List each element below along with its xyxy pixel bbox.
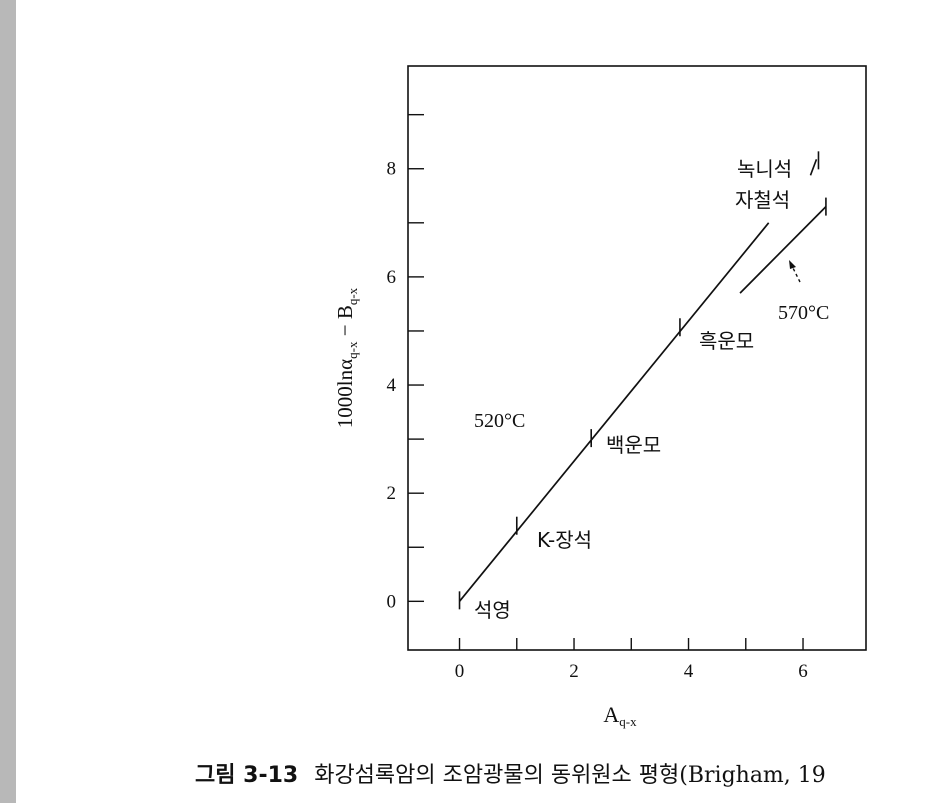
figure-number: 그림 3-13 (195, 763, 299, 788)
label-quartz: 석영 (474, 598, 511, 622)
y-tick-label: 8 (387, 159, 397, 180)
label-biotite: 흑운모 (699, 329, 754, 353)
x-tick-label: 4 (684, 661, 694, 682)
pointer-arrow-head (789, 260, 796, 269)
left-margin-bar (0, 0, 16, 803)
y-axis-label: 1000lnαq-x − Bq-x (333, 287, 360, 428)
x-tick-label: 2 (569, 661, 579, 682)
series-line-570c (739, 205, 827, 294)
y-tick-label: 0 (387, 591, 397, 612)
y-tick-label: 4 (387, 375, 397, 396)
figure-caption-text: 화강섬록암의 조암광물의 동위원소 평형(Brigham, 19 (314, 763, 826, 788)
label-k-feldspar: K-장석 (537, 528, 592, 552)
label-muscovite: 백운모 (606, 433, 661, 457)
series-line-520c (458, 222, 770, 602)
x-tick-label: 0 (455, 661, 465, 682)
plot-frame (407, 65, 867, 651)
y-tick-label: 2 (387, 483, 397, 504)
label-520c: 520°C (474, 410, 525, 432)
isotope-equilibrium-chart: 0 2 4 6 8 0 2 4 6 Aq-x 1000lnαq-x − Bq-x 석영 K-장석 백운모 흑… (333, 65, 867, 729)
label-magnetite: 자철석 (735, 188, 790, 212)
figure-caption: 그림 3-13 화강섬록암의 조암광물의 동위원소 평형(Brigham, 19 (195, 757, 826, 789)
y-tick-label: 6 (387, 267, 397, 288)
label-chlorite: 녹니석 (737, 157, 792, 181)
chlorite-marker (809, 159, 818, 176)
label-570c: 570°C (778, 302, 829, 324)
x-tick-label: 6 (798, 661, 808, 682)
x-axis-label: Aq-x (603, 702, 637, 729)
pointer-arrow-line (791, 265, 801, 283)
